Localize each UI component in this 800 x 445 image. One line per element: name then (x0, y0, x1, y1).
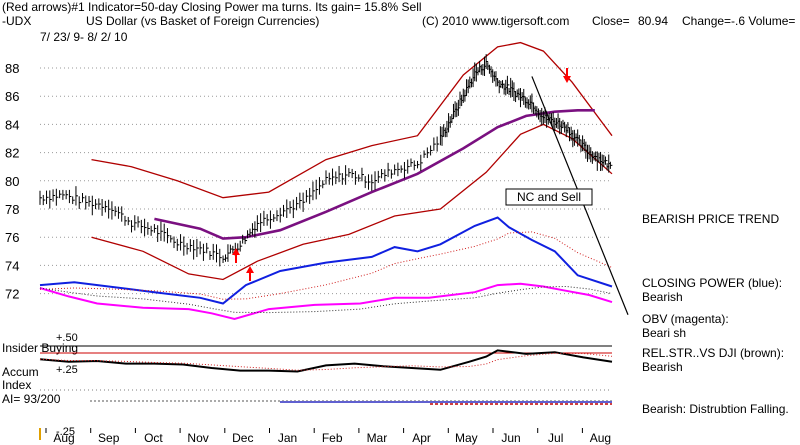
trend-label: BEARISH PRICE TREND (642, 212, 780, 226)
accum-mid-value: +.25 (56, 364, 78, 376)
upper-band-line (91, 41, 613, 199)
nc-sell-box (505, 188, 593, 206)
obv-state: Beari sh (642, 326, 687, 340)
copyright-text: (C) 2010 www.tigersoft.com (422, 14, 570, 28)
y-tick-88: 88 (5, 61, 19, 76)
x-tick-apr-8: Apr (412, 431, 431, 445)
y-tick-82: 82 (5, 146, 19, 161)
close-label: Close= (592, 14, 630, 28)
close-value: 80.94 (638, 14, 669, 28)
relstr-state: Bearish (642, 360, 683, 374)
x-tick-sep-1: Sep (98, 431, 120, 445)
y-tick-80: 80 (5, 174, 19, 189)
buy-arrow-up-2 (232, 248, 240, 263)
x-tick-mar-7: Mar (367, 431, 388, 445)
accum-bottom-value: -.25 (56, 426, 75, 438)
change-volume-label: Change=-.6 Volume= (682, 14, 796, 28)
x-tick-dec-4: Dec (232, 431, 253, 445)
x-tick-jan-5: Jan (278, 431, 297, 445)
y-tick-72: 72 (5, 287, 19, 302)
accum-top-value: +.50 (56, 332, 78, 344)
y-tick-78: 78 (5, 202, 19, 217)
x-tick-feb-6: Feb (322, 431, 343, 445)
accum-index-line (39, 349, 613, 373)
y-tick-84: 84 (5, 117, 19, 132)
x-tick-nov-3: Nov (187, 431, 208, 445)
accum-index-ma-line (39, 352, 613, 371)
closing-power-state: Bearish (642, 290, 683, 304)
instrument-description: US Dollar (vs Basket of Foreign Currenci… (86, 14, 320, 28)
x-tick-may-9: May (455, 431, 478, 445)
x-tick-oct-2: Oct (144, 431, 163, 445)
x-tick-jun-10: Jun (501, 431, 520, 445)
closing-power-label: CLOSING POWER (blue): (642, 276, 783, 290)
y-tick-74: 74 (5, 258, 19, 273)
ai-label: AI= 93/200 (2, 392, 61, 406)
buy-arrow-up-1 (246, 266, 254, 281)
indicator-caption: (Red arrows)#1 Indicator=50-day Closing … (2, 0, 422, 14)
y-tick-76: 76 (5, 230, 19, 245)
obv-line (39, 282, 613, 321)
symbol-label: -UDX (2, 14, 32, 28)
y-tick-86: 86 (5, 89, 19, 104)
obv-ma-line (39, 285, 613, 314)
closing-power-line (39, 216, 613, 305)
sell-arrow-down (563, 68, 571, 83)
x-tick-aug-0: Aug (53, 431, 74, 445)
index-label: Index (2, 378, 32, 392)
date-range: 7/ 23/ 9- 8/ 2/ 10 (40, 30, 128, 44)
lower-band-line (91, 123, 613, 281)
insider-buying-label: Insider Buying (2, 341, 79, 355)
nc-sell-text: NC and Sell (517, 190, 581, 204)
distribution-label: Bearish: Distrubtion Falling. (642, 402, 789, 416)
x-tick-jul-11: Jul (548, 431, 563, 445)
ma50-line (154, 109, 595, 240)
x-tick-aug-12: Aug (590, 431, 611, 445)
relstr-label: REL.STR..VS DJI (brown): (642, 346, 785, 360)
accum-label: Accum (2, 365, 39, 379)
obv-label: OBV (magenta): (642, 312, 729, 326)
